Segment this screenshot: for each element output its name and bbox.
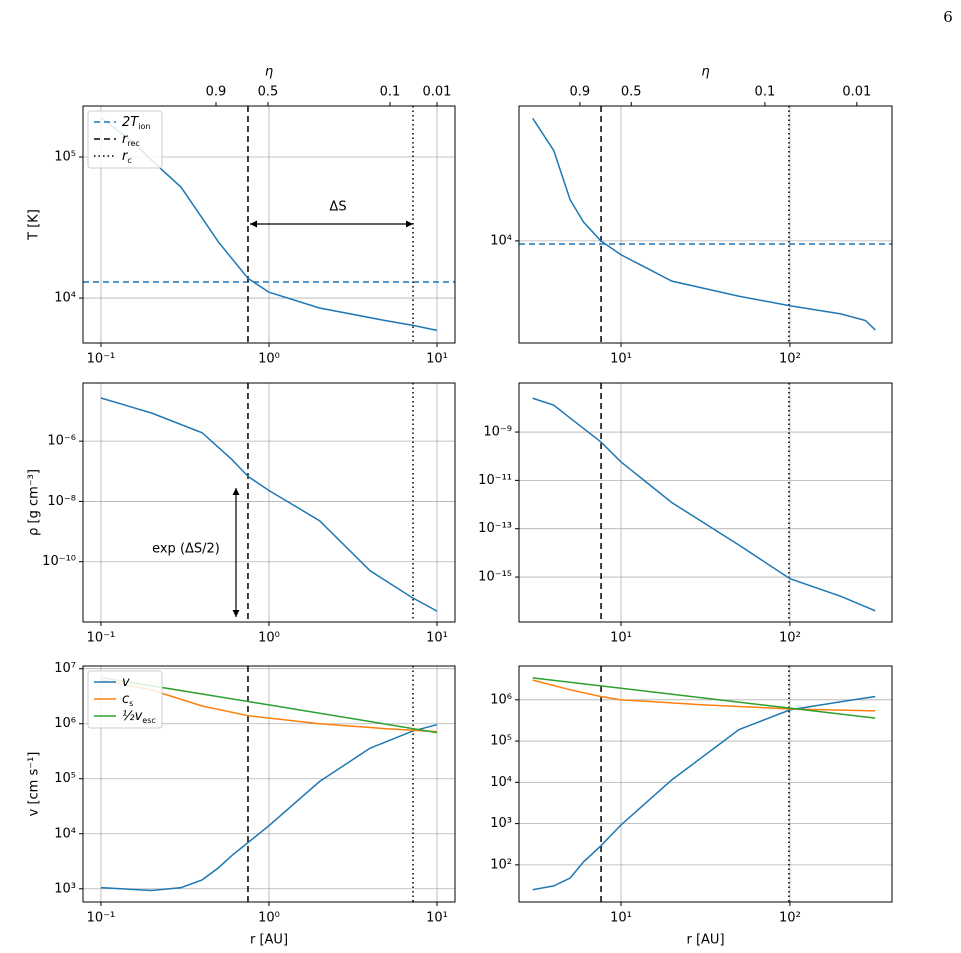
y-tick-label: 10⁴ [54,291,76,306]
legend-label-main: 2T [122,115,139,130]
legend-label-sub: c [127,156,131,165]
plot-area [83,383,455,622]
data-line [100,723,438,892]
y-axis-label: T [K] [27,209,42,241]
plot-area [83,666,455,902]
y-tick-label: 10³ [54,881,76,896]
x2-tick-label: 0.1 [380,85,401,100]
x2-tick-label: 0.9 [206,85,227,100]
legend-label-main: r [122,132,129,147]
legend-label: v [122,675,130,690]
plot-area [519,106,892,343]
x-tick-label: 10¹ [426,911,448,926]
y-axis-label: v [cm s⁻¹] [27,752,42,817]
y-tick-label: 10⁻¹⁵ [478,570,512,585]
page-number: 6 [943,8,953,26]
axes-frame [82,105,456,344]
x-tick-label: 10¹ [426,352,448,367]
x2-tick-label: 0.5 [258,85,279,100]
panel: 10⁻¹ 10⁰ 10¹ 10⁴ 10⁵ 0.9 0.5 0.1 0.01 η T [K] 2Tion… [27,65,456,367]
legend-label-main: ½v [122,709,143,724]
panel: 10¹ 10² 10² 10³ 10⁴ 10⁵ 10⁶ r [AU] [490,665,893,948]
x-tick-label: 10⁻¹ [87,631,116,646]
x-axis-label: r [AU] [250,933,288,948]
legend-label: 2Tion [122,115,150,132]
x2-tick-label: 0.01 [842,85,871,100]
x-tick-label: 10⁻¹ [87,352,116,367]
y-tick-label: 10⁵ [490,734,512,749]
axes-frame [82,665,456,903]
axes-frame [82,382,456,623]
y-tick-label: 10⁴ [54,826,76,841]
y-tick-label: 10⁻¹⁰ [42,554,76,569]
legend-label: rc [122,149,132,166]
y-tick-label: 10⁻¹¹ [478,473,512,488]
plot-area [519,383,892,622]
annotation: ΔS [329,200,346,215]
axes-frame [518,105,893,344]
annotation: exp (ΔS/2) [152,542,220,557]
axes-frame [518,382,893,623]
panel: 10¹ 10² 10⁴ 0.9 0.5 0.1 0.01 η [490,65,893,367]
x-tick-label: 10⁻¹ [87,911,116,926]
x-axis-label: r [AU] [686,933,724,948]
x-tick-label: 10¹ [426,631,448,646]
x-tick-label: 10⁰ [258,911,280,926]
legend-label-main: r [122,149,129,164]
x-tick-label: 10⁰ [258,352,280,367]
y-tick-label: 10⁵ [54,771,76,786]
data-line [532,397,876,612]
y-tick-label: 10² [490,857,512,872]
x-tick-label: 10¹ [610,352,632,367]
data-line [532,695,876,891]
data-line [100,397,438,612]
x-tick-label: 10² [779,911,801,926]
legend-label-sub: s [129,699,133,708]
y-tick-label: 10⁻⁶ [47,434,76,449]
panel: 10⁻¹ 10⁰ 10¹ 10⁻¹⁰ 10⁻⁸ 10⁻⁶ ρ [g cm⁻³] exp (ΔS… [27,382,456,646]
data-line [532,677,876,719]
x2-axis-label: η [701,65,709,80]
legend-label-main: v [122,675,130,690]
legend-label: ½vesc [122,709,156,726]
legend-label: rrec [122,132,140,149]
panel: 10¹ 10² 10⁻¹⁵ 10⁻¹³ 10⁻¹¹ 10⁻⁹ [478,382,893,646]
axes-frame [518,665,893,903]
y-tick-label: 10⁶ [490,692,512,707]
y-tick-label: 10⁵ [54,150,76,165]
panel: 10⁻¹ 10⁰ 10¹ 10³ 10⁴ 10⁵ 10⁶ 10⁷ r [AU] v [cm s⁻¹… [27,661,456,948]
y-tick-label: 10⁶ [54,716,76,731]
plot-area [519,666,892,902]
data-line [532,679,876,712]
x2-tick-label: 0.9 [570,85,591,100]
data-line [532,117,876,331]
x2-tick-label: 0.1 [755,85,776,100]
legend-label-sub: rec [127,139,139,148]
y-axis-label: ρ [g cm⁻³] [27,469,42,536]
x-tick-label: 10¹ [610,631,632,646]
legend-box [87,670,163,729]
x2-tick-label: 0.5 [621,85,642,100]
y-tick-label: 10⁻⁸ [47,494,76,509]
y-tick-label: 10⁻¹³ [478,521,512,536]
y-tick-label: 10⁷ [54,661,76,676]
x2-tick-label: 0.01 [423,85,452,100]
y-tick-label: 10⁴ [490,233,512,248]
y-tick-label: 10⁴ [490,775,512,790]
y-tick-label: 10⁻⁹ [483,425,512,440]
x-tick-label: 10⁰ [258,631,280,646]
x-tick-label: 10¹ [610,911,632,926]
legend-label: cs [122,692,133,709]
x-tick-label: 10² [779,631,801,646]
legend-label-main: c [122,692,129,707]
y-tick-label: 10³ [490,816,512,831]
x-tick-label: 10² [779,352,801,367]
legend-box [87,110,163,169]
legend-label-sub: esc [142,716,156,725]
legend-label-sub: ion [138,122,150,131]
x2-axis-label: η [265,65,273,80]
